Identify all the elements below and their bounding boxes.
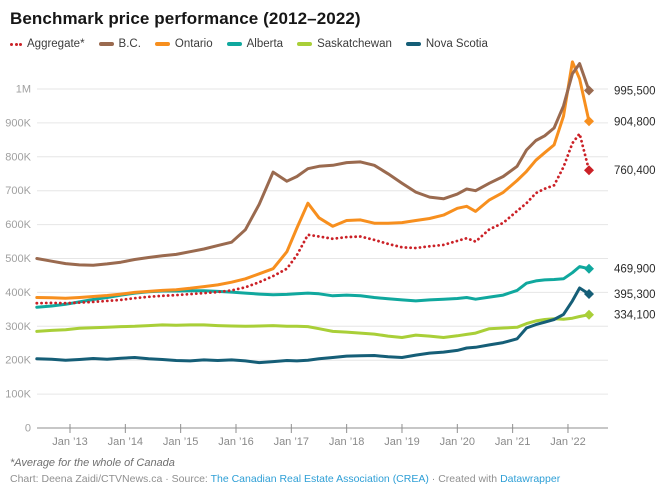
- series-line-alberta: [35, 265, 591, 309]
- x-tick-label-2022: Jan ’22: [550, 436, 585, 448]
- x-tick-label-2014: Jan ’14: [108, 436, 143, 448]
- legend-item-aggregate: Aggregate*: [10, 38, 85, 50]
- series-line-nova-scotia: [35, 286, 591, 365]
- legend-swatch-icon: [154, 42, 170, 46]
- y-tick-label-300k: 300K: [5, 321, 31, 333]
- end-marker-diamond-ontario: [583, 116, 594, 127]
- legend-label: Ontario: [174, 38, 213, 50]
- series-line-aggregate: [35, 132, 591, 305]
- legend-swatch-icon: [226, 42, 242, 46]
- end-value-label-aggregate: 760,400: [614, 165, 656, 177]
- end-marker-diamond-nova-scotia: [583, 288, 594, 299]
- legend-item-b-c: B.C.: [98, 38, 141, 50]
- end-value-label-ontario: 904,800: [614, 116, 656, 128]
- series-line-ontario: [35, 60, 591, 300]
- series-line-b-c: [35, 62, 591, 267]
- end-value-label-nova-scotia: 395,300: [614, 289, 656, 301]
- x-tick-label-2013: Jan ’13: [52, 436, 87, 448]
- end-marker-diamond-aggregate: [583, 165, 594, 176]
- x-tick-label-2016: Jan ’16: [218, 436, 253, 448]
- x-tick-label-2020: Jan ’20: [440, 436, 475, 448]
- legend-item-ontario: Ontario: [154, 38, 213, 50]
- end-marker-diamond-saskatchewan: [583, 309, 594, 320]
- legend-label: Nova Scotia: [425, 38, 488, 50]
- y-tick-label-100k: 100K: [5, 389, 31, 401]
- chart-legend: Aggregate* B.C. Ontario Alberta Saskatchewan…: [0, 29, 660, 50]
- x-tick-label-2019: Jan ’19: [384, 436, 419, 448]
- end-marker-diamond-alberta: [583, 263, 594, 274]
- credit-created-prefix: Created with: [438, 473, 501, 485]
- legend-label: Saskatchewan: [317, 38, 392, 50]
- datawrapper-link[interactable]: Datawrapper: [500, 473, 561, 485]
- end-value-label-alberta: 469,900: [614, 264, 656, 276]
- end-value-label-saskatchewan: 334,100: [614, 310, 656, 322]
- credit-separator-2: ·: [428, 473, 439, 485]
- legend-swatch-icon: [405, 42, 421, 46]
- series-line-saskatchewan: [35, 313, 591, 339]
- y-tick-label-700k: 700K: [5, 185, 31, 197]
- y-tick-label-200k: 200K: [5, 355, 31, 367]
- credit-separator: ·: [162, 473, 172, 485]
- legend-item-saskatchewan: Saskatchewan: [297, 38, 392, 50]
- x-tick-label-2018: Jan ’18: [329, 436, 364, 448]
- legend-swatch-icon: [10, 42, 22, 46]
- chart-area: 0 100K 200K 300K 400K 500K 600K 700K 800K 900K 1M J…: [0, 53, 660, 453]
- credit-line: Chart: Deena Zaidi/CTVNews.ca · Source: …: [0, 469, 660, 485]
- chart-footnote: *Average for the whole of Canada: [10, 457, 175, 469]
- legend-item-nova-scotia: Nova Scotia: [405, 38, 488, 50]
- y-tick-label-500k: 500K: [5, 253, 31, 265]
- page-title: Benchmark price performance (2012–2022): [10, 9, 361, 28]
- legend-item-alberta: Alberta: [226, 38, 284, 50]
- x-tick-label-2015: Jan ’15: [163, 436, 198, 448]
- legend-swatch-icon: [297, 42, 313, 46]
- y-tick-label-900k: 900K: [5, 117, 31, 129]
- y-tick-label-0: 0: [25, 423, 31, 435]
- end-marker-diamond-b-c: [583, 85, 594, 96]
- source-link-crea[interactable]: The Canadian Real Estate Association (CR…: [210, 473, 429, 485]
- y-tick-label-800k: 800K: [5, 151, 31, 163]
- chart-svg: 0 100K 200K 300K 400K 500K 600K 700K 800K 900K 1M J…: [5, 60, 656, 448]
- legend-label: B.C.: [118, 38, 141, 50]
- y-tick-label-1m: 1M: [16, 84, 31, 96]
- credit-chart-by: Chart: Deena Zaidi/CTVNews.ca: [10, 473, 163, 485]
- credit-source-prefix: Source:: [171, 473, 211, 485]
- x-tick-label-2021: Jan ’21: [495, 436, 530, 448]
- y-tick-label-400k: 400K: [5, 287, 31, 299]
- x-tick-label-2017: Jan ’17: [274, 436, 309, 448]
- legend-label: Aggregate*: [27, 38, 85, 50]
- y-tick-label-600k: 600K: [5, 219, 31, 231]
- legend-swatch-icon: [98, 42, 114, 46]
- end-value-label-b-c: 995,500: [614, 86, 656, 98]
- legend-label: Alberta: [246, 38, 284, 50]
